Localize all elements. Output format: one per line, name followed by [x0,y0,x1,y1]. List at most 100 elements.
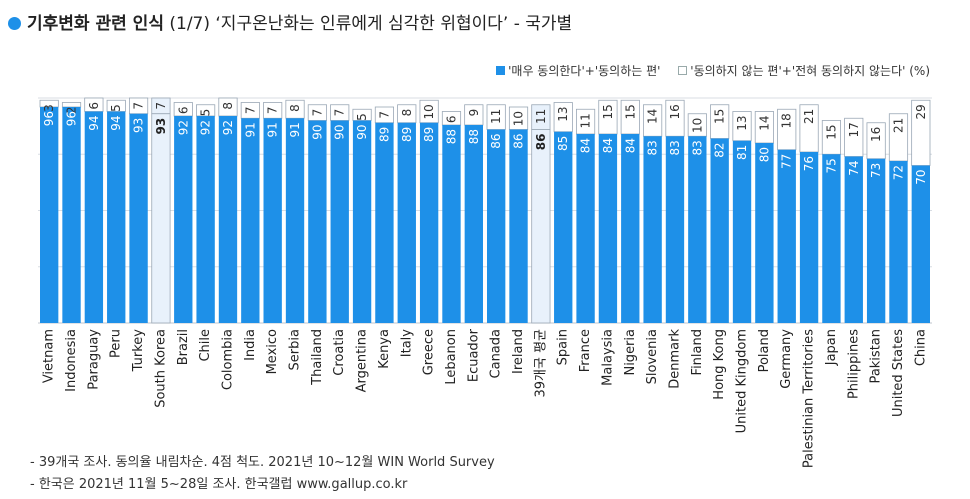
category-label: China [913,329,928,366]
category-label: Denmark [667,329,682,389]
data-label-agree: 90 [355,125,369,140]
legend-item-agree: '매우 동의한다'+'동의하는 편' [496,64,660,78]
data-label-agree: 89 [377,127,391,142]
bar-agree [40,107,59,323]
data-label-agree: 80 [757,147,771,162]
bar-agree [621,134,640,323]
data-label-agree: 83 [668,140,682,155]
category-label: Croatia [332,329,347,376]
data-label-disagree: 6 [176,107,190,115]
data-label-agree: 91 [266,122,280,137]
category-label: Greece [422,329,437,375]
data-label-disagree: 13 [556,107,570,122]
bar-agree [397,122,416,323]
category-label: Peru [109,329,124,358]
category-label: Germany [779,329,794,389]
data-label-disagree: 16 [668,104,682,119]
bar-agree [755,143,774,323]
data-label-disagree: 21 [891,118,905,133]
data-label-disagree: 2 [65,107,79,115]
data-label-agree: 74 [847,161,861,176]
bar-agree [732,140,752,323]
data-label-disagree: 11 [579,113,593,128]
data-label-agree: 89 [422,127,436,142]
footnote-2: - 한국은 2021년 11월 5~28일 조사. 한국갤럽 www.gallu… [30,477,408,492]
category-label: United States [891,329,906,417]
bar-agree [688,136,707,323]
data-label-disagree: 8 [288,104,302,112]
data-label-agree: 91 [288,122,302,137]
data-label-agree: 76 [802,156,816,171]
category-label: Serbia [288,329,303,370]
data-label-agree: 88 [467,129,481,144]
category-label: Kenya [377,329,392,369]
data-label-agree: 70 [914,170,928,185]
bar-agree [554,131,573,323]
bar-agree [710,138,729,323]
bar-agree [419,122,439,323]
data-label-agree: 90 [310,125,324,140]
data-label-disagree: 3 [42,104,56,112]
data-label-disagree: 7 [333,109,347,117]
bar-agree [643,136,662,323]
data-label-agree: 92 [199,120,213,135]
bar-agree [107,111,126,323]
data-label-disagree: 7 [154,102,168,110]
bar-agree [576,134,595,323]
data-label-agree: 92 [221,120,235,135]
title-subtitle: (1/7) ‘지구온난화는 인류에게 심각한 위협이다’ - 국가별 [163,14,573,34]
data-label-disagree: 7 [243,107,257,115]
legend: '매우 동의한다'+'동의하는 편' '동의하지 않는 편'+'전혀 동의하지 … [496,62,930,79]
data-label-agree: 81 [735,145,749,160]
data-label-disagree: 9 [467,109,481,117]
category-label: South Korea [153,329,168,408]
data-label-disagree: 10 [690,118,704,133]
bar-agree [196,116,215,323]
data-label-agree: 96 [65,111,79,126]
category-label: Palestinian Territories [802,329,817,468]
data-label-agree: 83 [646,140,660,155]
bar-agree [889,161,908,323]
category-label: Japan [824,329,839,366]
data-label-disagree: 14 [757,116,771,131]
data-label-disagree: 5 [199,109,213,117]
category-label: Lebanon [444,329,459,385]
bar-agree [285,118,305,323]
data-label-disagree: 11 [489,109,503,124]
title-main: 기후변화 관련 인식 [27,14,164,34]
category-label: Malaysia [600,329,615,386]
data-label-disagree: 29 [914,104,928,119]
data-label-agree: 93 [154,118,168,135]
category-label: Nigeria [623,329,638,376]
legend-item-disagree: '동의하지 않는 편'+'전혀 동의하지 않는다' (%) [678,64,930,78]
bar-agree [218,116,238,323]
data-label-agree: 84 [601,138,615,153]
category-label: Ireland [511,329,526,374]
data-label-agree: 94 [87,116,101,131]
bar-agree [866,158,886,323]
data-label-agree: 93 [132,118,146,133]
bar-agree [822,154,841,323]
category-label: Italy [399,329,414,358]
category-label: Brazil [176,329,191,365]
data-label-disagree: 8 [400,109,414,117]
bar-agree [330,120,349,323]
legend-swatch-agree-icon [496,66,506,75]
bar-agree [844,156,863,323]
category-label: Philippines [846,329,861,399]
data-label-agree: 91 [243,122,257,137]
data-label-agree: 86 [534,134,548,151]
data-label-disagree: 17 [847,122,861,137]
data-label-disagree: 11 [534,109,548,124]
data-label-disagree: 15 [824,125,838,140]
legend-label-disagree: '동의하지 않는 편'+'전혀 동의하지 않는다' (%) [690,64,930,78]
title-bullet-icon [8,17,21,30]
bar-agree [487,129,506,323]
bar-agree [84,111,104,323]
data-label-agree: 84 [623,138,637,153]
bar-agree [509,129,528,323]
data-label-disagree: 7 [377,111,391,119]
category-label: France [578,329,593,372]
data-label-agree: 90 [333,125,347,140]
